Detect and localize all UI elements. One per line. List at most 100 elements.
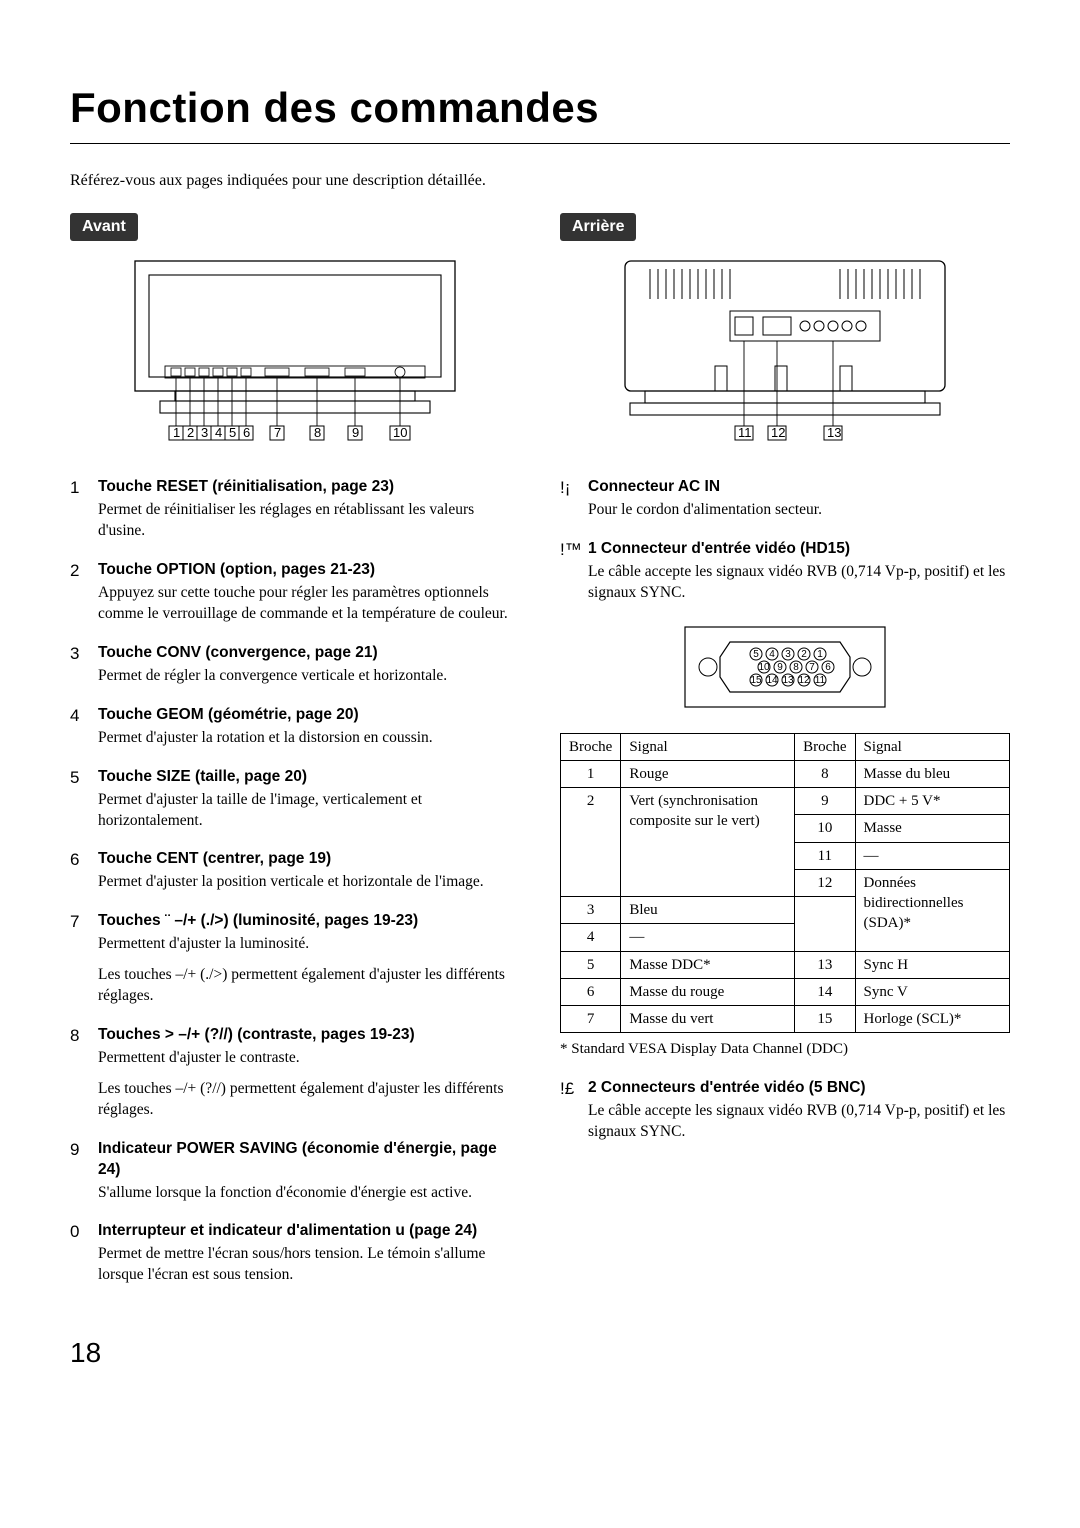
- item-desc: Pour le cordon d'alimentation secteur.: [588, 500, 1010, 521]
- list-item: !™1 Connecteur d'entrée vidéo (HD15)Le c…: [560, 539, 1010, 604]
- item-title: Touche CENT (centrer, page 19): [98, 849, 520, 870]
- svg-text:1: 1: [817, 649, 823, 660]
- cell: —: [855, 842, 1010, 869]
- front-tab: Avant: [70, 213, 138, 241]
- item-desc: Permettent d'ajuster le contraste.: [98, 1048, 520, 1069]
- cell: 1: [561, 760, 621, 787]
- svg-text:6: 6: [243, 425, 250, 440]
- item-number: 4: [70, 705, 98, 749]
- svg-text:11: 11: [815, 675, 826, 686]
- cell: 7: [561, 1006, 621, 1033]
- item-desc: Permet de réinitialiser les réglages en …: [98, 500, 520, 542]
- svg-text:8: 8: [314, 425, 321, 440]
- th-broche-l: Broche: [561, 733, 621, 760]
- svg-text:1: 1: [173, 425, 180, 440]
- svg-text:6: 6: [825, 662, 831, 673]
- cell: DDC + 5 V*: [855, 788, 1010, 815]
- item-number: 3: [70, 643, 98, 687]
- cell: 3: [561, 897, 621, 924]
- list-item: 8Touches > –/+ (?//) (contraste, pages 1…: [70, 1025, 520, 1121]
- item-title: Touches > –/+ (?//) (contraste, pages 19…: [98, 1025, 520, 1046]
- cell: Masse du rouge: [621, 978, 795, 1005]
- item-number: !™: [560, 539, 588, 604]
- svg-text:11: 11: [738, 425, 752, 440]
- item-title: Touches ¨ –/+ (./>) (luminosité, pages 1…: [98, 911, 520, 932]
- item-desc: Les touches –/+ (?//) permettent égaleme…: [98, 1079, 520, 1121]
- item-desc: Le câble accepte les signaux vidéo RVB (…: [588, 1101, 1010, 1143]
- svg-text:10: 10: [393, 425, 407, 440]
- item-number: 0: [70, 1221, 98, 1286]
- item-desc: Permet d'ajuster la position verticale e…: [98, 872, 520, 893]
- cell: Rouge: [621, 760, 795, 787]
- item-title: Indicateur POWER SAVING (économie d'éner…: [98, 1139, 520, 1181]
- item-title: Touche CONV (convergence, page 21): [98, 643, 520, 664]
- item-desc: Permet de régler la convergence vertical…: [98, 666, 520, 687]
- cell: Masse DDC*: [621, 951, 795, 978]
- title-rule: [70, 143, 1010, 144]
- cell: 11: [795, 842, 855, 869]
- svg-text:13: 13: [782, 675, 794, 686]
- svg-text:3: 3: [785, 649, 791, 660]
- item-number: 6: [70, 849, 98, 893]
- svg-text:10: 10: [758, 662, 770, 673]
- item-desc: Permet d'ajuster la taille de l'image, v…: [98, 790, 520, 832]
- front-column: Avant: [70, 213, 520, 1304]
- ddc-footnote: * Standard VESA Display Data Channel (DD…: [560, 1039, 1010, 1059]
- item-title: Touche RESET (réinitialisation, page 23): [98, 477, 520, 498]
- item-title: Interrupteur et indicateur d'alimentatio…: [98, 1221, 520, 1242]
- cell: Données bidirectionnelles (SDA)*: [855, 869, 1010, 951]
- svg-text:5: 5: [229, 425, 236, 440]
- svg-text:8: 8: [793, 662, 799, 673]
- cell: [795, 897, 855, 952]
- cell: Bleu: [621, 897, 795, 924]
- list-item: 5Touche SIZE (taille, page 20)Permet d'a…: [70, 767, 520, 832]
- item-number: 8: [70, 1025, 98, 1121]
- cell: Horloge (SCL)*: [855, 1006, 1010, 1033]
- svg-text:15: 15: [750, 675, 762, 686]
- cell: Masse: [855, 815, 1010, 842]
- svg-text:14: 14: [766, 675, 778, 686]
- svg-text:3: 3: [201, 425, 208, 440]
- item-number: 5: [70, 767, 98, 832]
- list-item: 3Touche CONV (convergence, page 21)Perme…: [70, 643, 520, 687]
- item-title: Touche SIZE (taille, page 20): [98, 767, 520, 788]
- item-desc: S'allume lorsque la fonction d'économie …: [98, 1183, 520, 1204]
- cell: Vert (synchronisation composite sur le v…: [621, 788, 795, 897]
- item-number: !¡: [560, 477, 588, 521]
- th-signal-l: Signal: [621, 733, 795, 760]
- page-number: 18: [70, 1334, 1010, 1372]
- th-broche-r: Broche: [795, 733, 855, 760]
- svg-text:2: 2: [801, 649, 807, 660]
- rear-diagram: 11 12 13: [560, 251, 1010, 448]
- list-item: 4Touche GEOM (géométrie, page 20)Permet …: [70, 705, 520, 749]
- rear-column: Arrière: [560, 213, 1010, 1304]
- item-title: Touche GEOM (géométrie, page 20): [98, 705, 520, 726]
- item-title: Touche OPTION (option, pages 21-23): [98, 560, 520, 581]
- cell: Sync V: [855, 978, 1010, 1005]
- cell: Masse du bleu: [855, 760, 1010, 787]
- svg-text:2: 2: [187, 425, 194, 440]
- item-number: 2: [70, 560, 98, 625]
- item-number: !£: [560, 1078, 588, 1143]
- intro-text: Référez-vous aux pages indiquées pour un…: [70, 170, 1010, 192]
- list-item: 1Touche RESET (réinitialisation, page 23…: [70, 477, 520, 542]
- item-desc: Appuyez sur cette touche pour régler les…: [98, 583, 520, 625]
- hd15-diagram: 1 2 3 4 5 6 7 8 9 10 11 12 13 14 15: [560, 622, 1010, 719]
- cell: Masse du vert: [621, 1006, 795, 1033]
- item-desc: Les touches –/+ (./>) permettent égaleme…: [98, 965, 520, 1007]
- svg-text:9: 9: [777, 662, 783, 673]
- th-signal-r: Signal: [855, 733, 1010, 760]
- front-diagram: 1 2 3 4 5 6 7 8 9 10: [70, 251, 520, 448]
- item-desc: Le câble accepte les signaux vidéo RVB (…: [588, 562, 1010, 604]
- cell: 9: [795, 788, 855, 815]
- item-desc: Permet d'ajuster la rotation et la disto…: [98, 728, 520, 749]
- cell: 4: [561, 924, 621, 951]
- svg-text:7: 7: [274, 425, 281, 440]
- pinout-table: Broche Signal Broche Signal 1 Rouge 8 Ma…: [560, 733, 1010, 1034]
- cell: 15: [795, 1006, 855, 1033]
- svg-text:12: 12: [771, 425, 785, 440]
- svg-text:12: 12: [798, 675, 810, 686]
- page-title: Fonction des commandes: [70, 80, 1010, 137]
- item-title: Connecteur AC IN: [588, 477, 1010, 498]
- svg-text:9: 9: [352, 425, 359, 440]
